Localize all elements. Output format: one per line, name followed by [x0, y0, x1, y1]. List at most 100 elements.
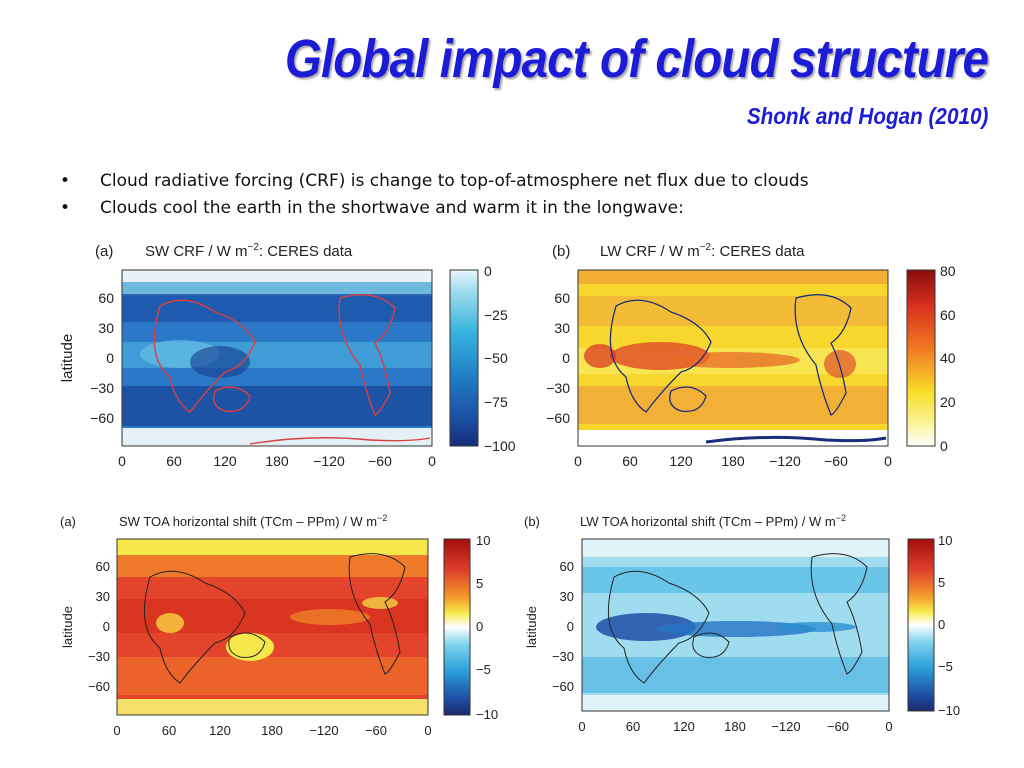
lat-tick-label: −30 — [88, 649, 110, 664]
lon-tick-label: 60 — [622, 453, 638, 469]
colorbar-tick-label: −5 — [476, 662, 491, 677]
lat-tick-label: 0 — [103, 619, 110, 634]
figure-tag: (a) — [60, 514, 76, 529]
figure-tag: (a) — [95, 243, 113, 260]
lat-tick-label: 0 — [106, 350, 114, 366]
lon-tick-label: 120 — [673, 719, 695, 734]
lon-tick-label: 120 — [213, 453, 237, 469]
lw-toa-shift-figure: (b) LW TOA horizontal shift (TCm – PPm) … — [524, 513, 960, 734]
lon-tick-label: 120 — [209, 723, 231, 738]
colorbar: 80 60 40 20 0 — [906, 263, 956, 454]
lat-tick-label: −60 — [90, 410, 114, 426]
colorbar-tick-label: 80 — [940, 263, 956, 279]
lw-crf-figure: (b) LW CRF / W m−2: CERES data 60 30 0 −… — [546, 242, 956, 469]
bullet-text: Cloud radiative forcing (CRF) is change … — [100, 171, 809, 191]
lon-tick-label: −60 — [827, 719, 849, 734]
lon-tick-label: −120 — [769, 453, 801, 469]
colorbar: 0 −25 −50 −75 −100 — [449, 263, 516, 454]
figure-title: LW CRF / W m−2: CERES data — [600, 242, 805, 260]
lon-tick-label: 0 — [574, 453, 582, 469]
sw-crf-figure: (a) SW CRF / W m−2: CERES data 60 30 0 −… — [59, 242, 516, 469]
colorbar-tick-label: −10 — [938, 703, 960, 718]
lat-tick-label: 0 — [567, 619, 574, 634]
lat-tick-label: 60 — [98, 290, 114, 306]
bullet-dot: • — [60, 198, 71, 218]
colorbar-tick-label: 10 — [476, 533, 490, 548]
lon-tick-label: 0 — [428, 453, 436, 469]
lat-tick-label: −30 — [546, 380, 570, 396]
lat-tick-label: −60 — [552, 679, 574, 694]
figure-tag: (b) — [552, 243, 570, 260]
lon-tick-label: −60 — [368, 453, 392, 469]
coastline-old-world — [609, 299, 712, 413]
lat-axis: 60 30 0 −30 −60 latitude — [60, 559, 110, 694]
lw-toa-shift-panel: (b) LW TOA horizontal shift (TCm – PPm) … — [516, 507, 986, 745]
lat-axis: 60 30 0 −30 −60 — [546, 290, 570, 426]
lon-axis: 0 60 120 180 −120 −60 0 — [113, 723, 431, 738]
figure-title: SW CRF / W m−2: CERES data — [145, 242, 353, 260]
y-axis-label: latitude — [60, 606, 75, 648]
colorbar-tick-label: 40 — [940, 350, 956, 366]
lon-tick-label: 0 — [424, 723, 431, 738]
coastline-americas — [794, 294, 852, 416]
sw-toa-shift-map — [116, 538, 429, 716]
slide-subtitle: Shonk and Hogan (2010) — [746, 103, 988, 129]
lat-axis: 60 30 0 −30 −60 latitude — [524, 559, 574, 694]
sw-toa-shift-panel: (a) SW TOA horizontal shift (TCm – PPm) … — [50, 507, 520, 745]
lat-tick-label: −60 — [546, 410, 570, 426]
lat-axis: 60 30 0 −30 −60 latitude — [59, 290, 114, 426]
lon-tick-label: 0 — [578, 719, 585, 734]
lon-axis: 0 60 120 180 −120 −60 0 — [574, 453, 892, 469]
lat-tick-label: 30 — [96, 589, 110, 604]
coastline-australia — [692, 632, 730, 658]
figure-tag: (b) — [524, 514, 540, 529]
sw-crf-map — [121, 269, 433, 447]
lat-tick-label: 30 — [554, 320, 570, 336]
sw-toa-shift-figure: (a) SW TOA horizontal shift (TCm – PPm) … — [60, 513, 498, 738]
lon-tick-label: 180 — [261, 723, 283, 738]
coastline-old-world — [143, 570, 246, 684]
figure-title: SW TOA horizontal shift (TCm – PPm) / W … — [119, 513, 387, 529]
colorbar-tick-label: −10 — [476, 707, 498, 722]
colorbar-tick-label: 0 — [940, 438, 948, 454]
coastline-old-world — [153, 299, 256, 413]
lat-tick-label: 30 — [560, 589, 574, 604]
lon-tick-label: −120 — [313, 453, 345, 469]
bullet-item: • Cloud radiative forcing (CRF) is change… — [58, 168, 809, 195]
colorbar-tick-label: 60 — [940, 307, 956, 323]
coastline-antarctica — [705, 435, 887, 444]
lon-tick-label: 0 — [118, 453, 126, 469]
colorbar: 10 5 0 −5 −10 — [443, 533, 498, 722]
lon-tick-label: 60 — [626, 719, 640, 734]
lat-tick-label: −30 — [90, 380, 114, 396]
lat-tick-label: 60 — [554, 290, 570, 306]
lon-tick-label: 0 — [113, 723, 120, 738]
coastline-americas — [810, 553, 868, 675]
colorbar-tick-label: −5 — [938, 659, 953, 674]
lon-tick-label: 0 — [884, 453, 892, 469]
colorbar-tick-label: −25 — [484, 307, 508, 323]
lon-tick-label: −120 — [309, 723, 338, 738]
y-axis-label: latitude — [59, 334, 76, 382]
bullet-dot: • — [60, 171, 71, 191]
colorbar-tick-label: 0 — [484, 263, 492, 279]
colorbar-tick-label: −75 — [484, 394, 508, 410]
colorbar-tick-label: −50 — [484, 350, 508, 366]
lw-toa-shift-map — [581, 538, 890, 712]
lat-tick-label: 0 — [562, 350, 570, 366]
y-axis-label: latitude — [524, 606, 539, 648]
lat-tick-label: 60 — [96, 559, 110, 574]
lon-tick-label: 60 — [162, 723, 176, 738]
lat-tick-label: 60 — [560, 559, 574, 574]
sw-crf-panel: (a) SW CRF / W m−2: CERES data 60 30 0 −… — [50, 236, 530, 472]
lon-tick-label: −60 — [365, 723, 387, 738]
coastline-australia — [669, 386, 707, 413]
coastline-americas — [338, 294, 396, 416]
colorbar-tick-label: 10 — [938, 533, 952, 548]
coastline-australia — [228, 632, 266, 658]
bullet-item: • Clouds cool the earth in the shortwave … — [58, 195, 809, 222]
coastline-americas — [348, 553, 406, 675]
colorbar-tick-label: 5 — [476, 576, 483, 591]
lon-tick-label: −60 — [824, 453, 848, 469]
lon-tick-label: 180 — [265, 453, 289, 469]
